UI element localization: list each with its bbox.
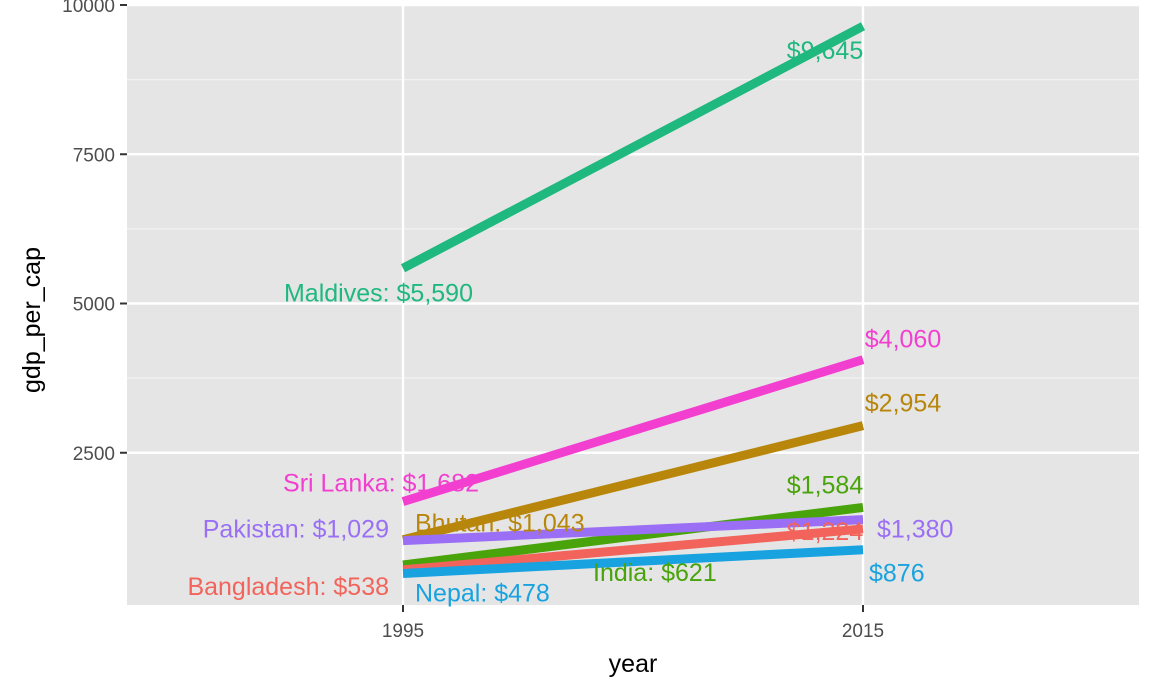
series-line-pakistan: [402, 515, 864, 546]
end-label-pakistan: $1,380: [877, 516, 953, 544]
series-line-india: [402, 502, 864, 570]
start-label-pakistan: Pakistan: $1,029: [203, 516, 389, 544]
series-line-maldives: [400, 22, 866, 273]
series-line-bhutan: [401, 421, 865, 545]
end-label-bangladesh: $1,224: [787, 518, 864, 546]
plot-panel: [127, 5, 1139, 605]
y-tick-label: 10000: [62, 0, 115, 17]
start-label-nepal: Nepal: $478: [415, 579, 550, 607]
gridlines: [127, 3, 1139, 605]
end-label-nepal: $876: [869, 560, 925, 588]
y-tick-label: 5000: [73, 295, 115, 316]
data-labels: Maldives: $5,590 $9,645 Sri Lanka: $1,682 $…: [187, 37, 953, 607]
end-label-maldives: $9,645: [787, 37, 863, 65]
start-label-bangladesh: Bangladesh: $538: [187, 573, 389, 601]
end-label-sri-lanka: $4,060: [865, 326, 941, 354]
end-label-india: $1,584: [787, 471, 864, 499]
x-tick-label: 2015: [842, 621, 884, 642]
y-tick-label: 7500: [73, 145, 115, 166]
series-line-bangladesh: [402, 524, 864, 575]
series-line-nepal: [402, 545, 864, 578]
x-tick-label: 1995: [382, 621, 424, 642]
start-label-maldives: Maldives: $5,590: [284, 279, 473, 307]
start-label-india: India: $621: [593, 559, 717, 587]
y-axis-title: gdp_per_cap: [18, 247, 46, 393]
axes: 2500 5000 7500 10000 1995 2015: [62, 0, 884, 642]
y-tick-label: 2500: [73, 444, 115, 465]
start-label-bhutan: Bhutan: $1,043: [415, 510, 585, 538]
series-lines: [400, 22, 866, 578]
x-axis-title: year: [609, 650, 658, 678]
end-label-bhutan: $2,954: [865, 390, 942, 418]
start-label-sri-lanka: Sri Lanka: $1,682: [283, 470, 479, 498]
series-line-sri-lanka: [401, 355, 865, 506]
